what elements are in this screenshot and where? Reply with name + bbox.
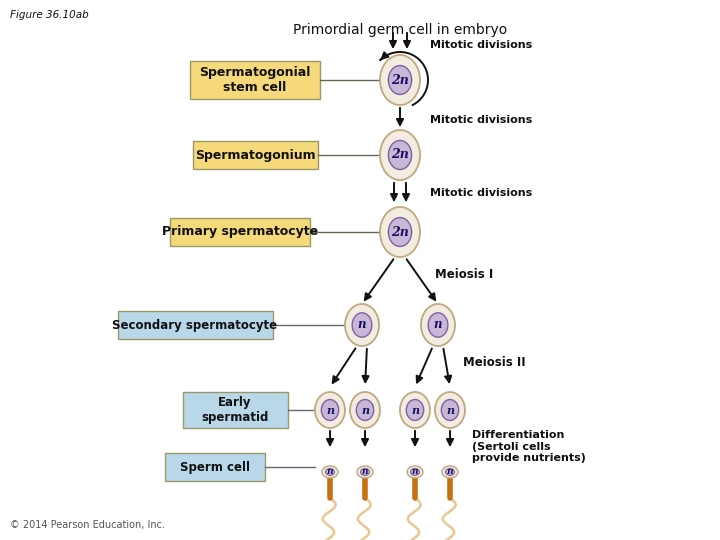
FancyBboxPatch shape: [182, 392, 287, 428]
Ellipse shape: [400, 392, 430, 428]
Text: Meiosis I: Meiosis I: [435, 268, 493, 281]
Ellipse shape: [380, 207, 420, 257]
Text: Sperm cell: Sperm cell: [180, 461, 250, 474]
Ellipse shape: [356, 400, 374, 421]
Text: Spermatogonial
stem cell: Spermatogonial stem cell: [199, 66, 311, 94]
Text: Primary spermatocyte: Primary spermatocyte: [162, 226, 318, 239]
Text: 2n: 2n: [391, 226, 409, 239]
Ellipse shape: [321, 400, 338, 421]
Ellipse shape: [435, 392, 465, 428]
Text: Spermatogonium: Spermatogonium: [194, 148, 315, 161]
Ellipse shape: [428, 313, 448, 337]
Text: Early
spermatid: Early spermatid: [202, 396, 269, 424]
Text: n: n: [446, 468, 454, 476]
Text: n: n: [411, 404, 419, 415]
Ellipse shape: [380, 55, 420, 105]
Ellipse shape: [406, 400, 423, 421]
Ellipse shape: [442, 466, 458, 478]
Ellipse shape: [322, 466, 338, 478]
Text: Primordial germ cell in embryo: Primordial germ cell in embryo: [293, 23, 507, 37]
Ellipse shape: [325, 469, 335, 476]
Ellipse shape: [388, 140, 412, 170]
Ellipse shape: [388, 65, 412, 94]
Text: n: n: [358, 319, 366, 332]
Ellipse shape: [421, 304, 455, 346]
Text: 2n: 2n: [391, 148, 409, 161]
Ellipse shape: [410, 469, 420, 476]
Text: Differentiation
(Sertoli cells
provide nutrients): Differentiation (Sertoli cells provide n…: [472, 430, 586, 463]
Text: Secondary spermatocyte: Secondary spermatocyte: [112, 319, 278, 332]
Ellipse shape: [352, 313, 372, 337]
FancyBboxPatch shape: [170, 218, 310, 246]
Text: n: n: [327, 468, 333, 476]
Text: n: n: [412, 468, 418, 476]
Ellipse shape: [357, 466, 373, 478]
Ellipse shape: [361, 469, 369, 476]
Ellipse shape: [315, 392, 345, 428]
Text: n: n: [446, 404, 454, 415]
Ellipse shape: [446, 469, 454, 476]
Text: n: n: [361, 404, 369, 415]
Text: Mitotic divisions: Mitotic divisions: [430, 40, 532, 50]
Ellipse shape: [441, 400, 459, 421]
FancyBboxPatch shape: [190, 61, 320, 99]
FancyBboxPatch shape: [117, 311, 272, 339]
Text: n: n: [433, 319, 442, 332]
Ellipse shape: [380, 130, 420, 180]
Text: Mitotic divisions: Mitotic divisions: [430, 188, 532, 198]
Text: n: n: [361, 468, 368, 476]
Ellipse shape: [407, 466, 423, 478]
FancyBboxPatch shape: [192, 141, 318, 169]
FancyBboxPatch shape: [165, 453, 265, 481]
Ellipse shape: [350, 392, 380, 428]
Text: Figure 36.10ab: Figure 36.10ab: [10, 10, 89, 20]
Ellipse shape: [345, 304, 379, 346]
Text: © 2014 Pearson Education, Inc.: © 2014 Pearson Education, Inc.: [10, 520, 165, 530]
Text: Meiosis II: Meiosis II: [463, 356, 526, 369]
Ellipse shape: [388, 218, 412, 246]
Text: 2n: 2n: [391, 73, 409, 86]
Text: n: n: [326, 404, 334, 415]
Text: Mitotic divisions: Mitotic divisions: [430, 115, 532, 125]
